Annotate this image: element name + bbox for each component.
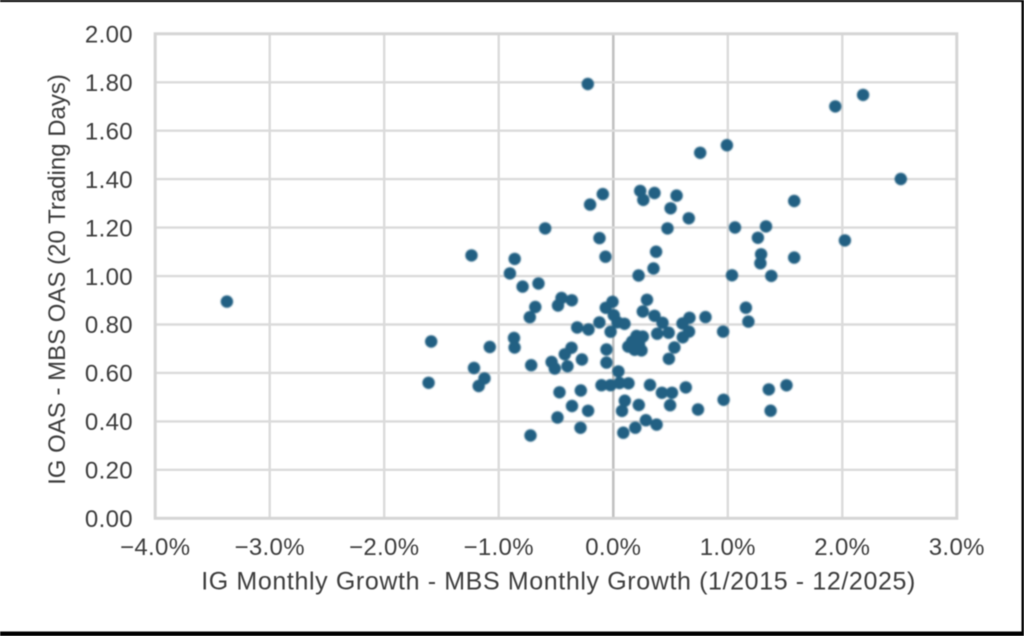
svg-text:1.80: 1.80 <box>85 70 133 97</box>
svg-text:1.00: 1.00 <box>85 264 133 291</box>
svg-text:0.60: 0.60 <box>85 361 133 388</box>
svg-text:0.40: 0.40 <box>85 409 133 436</box>
svg-text:IG Monthly Growth - MBS Monthl: IG Monthly Growth - MBS Monthly Growth (… <box>201 568 916 596</box>
svg-text:−3.0%: −3.0% <box>234 534 304 561</box>
svg-text:IG OAS - MBS OAS (20 Trading D: IG OAS - MBS OAS (20 Trading Days) <box>44 74 71 485</box>
svg-text:−1.0%: −1.0% <box>463 534 533 561</box>
svg-text:3.0%: 3.0% <box>929 534 985 561</box>
svg-text:−4.0%: −4.0% <box>120 534 190 561</box>
svg-text:0.0%: 0.0% <box>585 534 641 561</box>
svg-text:1.0%: 1.0% <box>700 534 756 561</box>
svg-text:−2.0%: −2.0% <box>349 534 419 561</box>
svg-text:0.80: 0.80 <box>85 312 133 339</box>
svg-text:1.60: 1.60 <box>85 118 133 145</box>
svg-text:2.0%: 2.0% <box>814 534 870 561</box>
svg-text:1.40: 1.40 <box>85 167 133 194</box>
svg-text:2.00: 2.00 <box>85 22 133 49</box>
svg-text:0.20: 0.20 <box>85 458 133 485</box>
svg-text:0.00: 0.00 <box>85 506 133 533</box>
svg-text:1.20: 1.20 <box>85 215 133 242</box>
